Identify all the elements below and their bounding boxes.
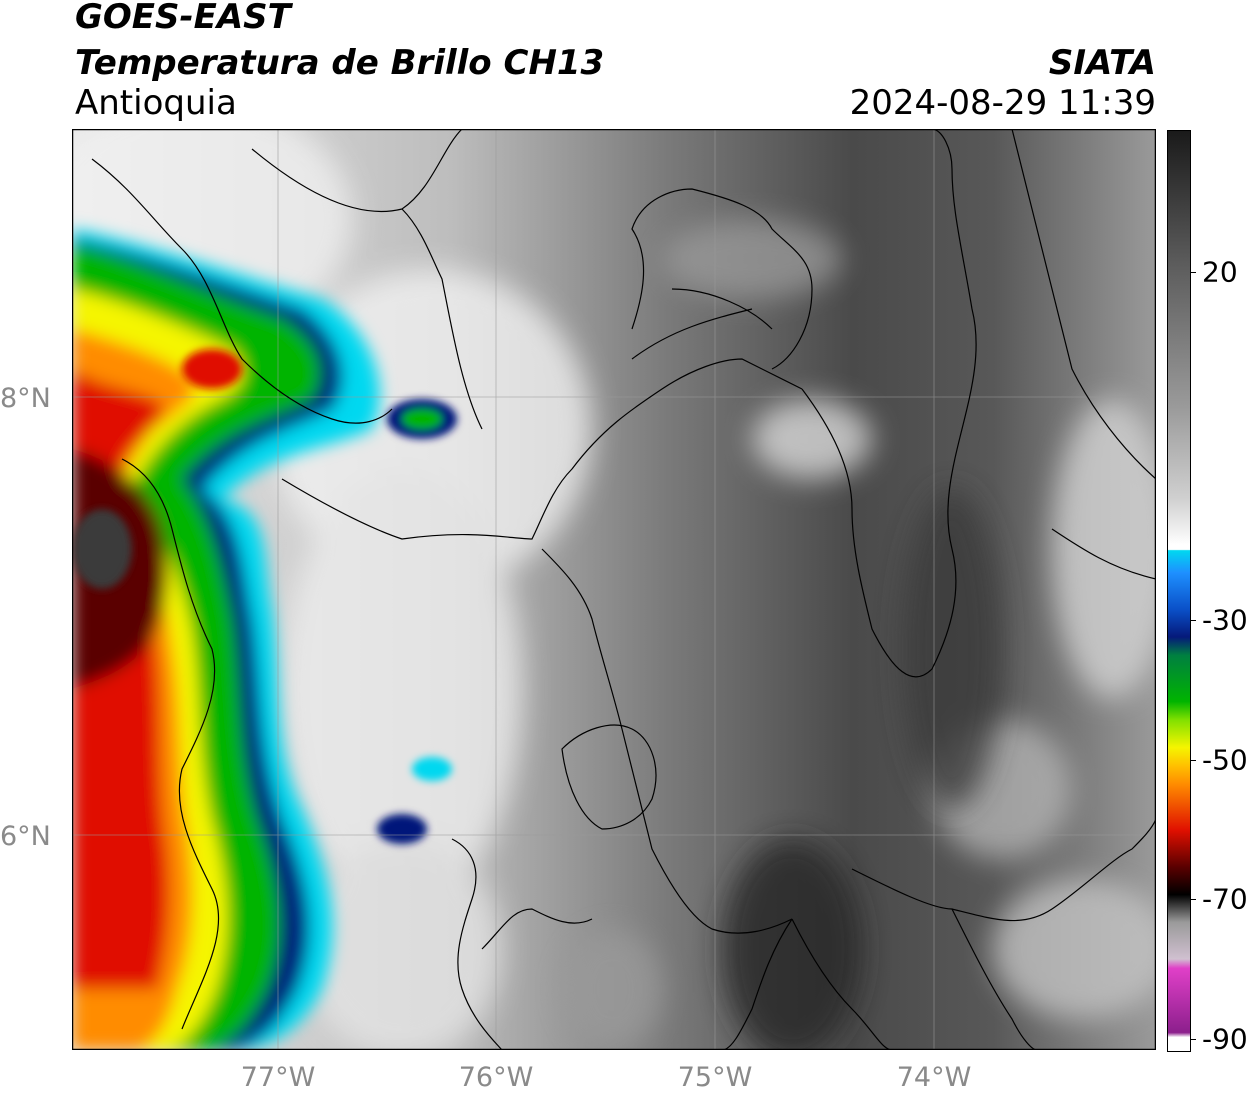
colorbar-tick	[1190, 899, 1196, 900]
lat-label-6n: 6°N	[0, 821, 51, 852]
region-label: Antioquia	[75, 83, 237, 123]
colorbar-label: 20	[1202, 255, 1238, 289]
satellite-map[interactable]	[72, 129, 1156, 1050]
datetime-label: 2024-08-29 11:39	[849, 83, 1156, 123]
colorbar-label: -90	[1202, 1022, 1248, 1056]
colorbar-tick	[1190, 272, 1196, 273]
lon-label-74w: 74°W	[896, 1062, 972, 1093]
temperature-colorbar	[1167, 130, 1191, 1052]
colorbar-tick	[1190, 760, 1196, 761]
colorbar-label: -30	[1202, 603, 1248, 637]
colorbar-label: -70	[1202, 882, 1248, 916]
dark-terrain	[562, 489, 1002, 1050]
cloud-core	[72, 349, 457, 844]
product-title: Temperatura de Brillo CH13	[75, 43, 605, 83]
lat-label-8n: 8°N	[0, 383, 51, 414]
satellite-title: GOES-EAST	[75, 0, 291, 37]
colorbar-tick	[1190, 1039, 1196, 1040]
lon-label-76w: 76°W	[458, 1062, 534, 1093]
colorbar-tick	[1190, 620, 1196, 621]
graticule	[72, 129, 1156, 1050]
organization-label: SIATA	[1048, 43, 1156, 83]
admin-borders	[91, 129, 1156, 1050]
lon-label-77w: 77°W	[240, 1062, 316, 1093]
lon-label-75w: 75°W	[677, 1062, 753, 1093]
colorbar-label: -50	[1202, 743, 1248, 777]
